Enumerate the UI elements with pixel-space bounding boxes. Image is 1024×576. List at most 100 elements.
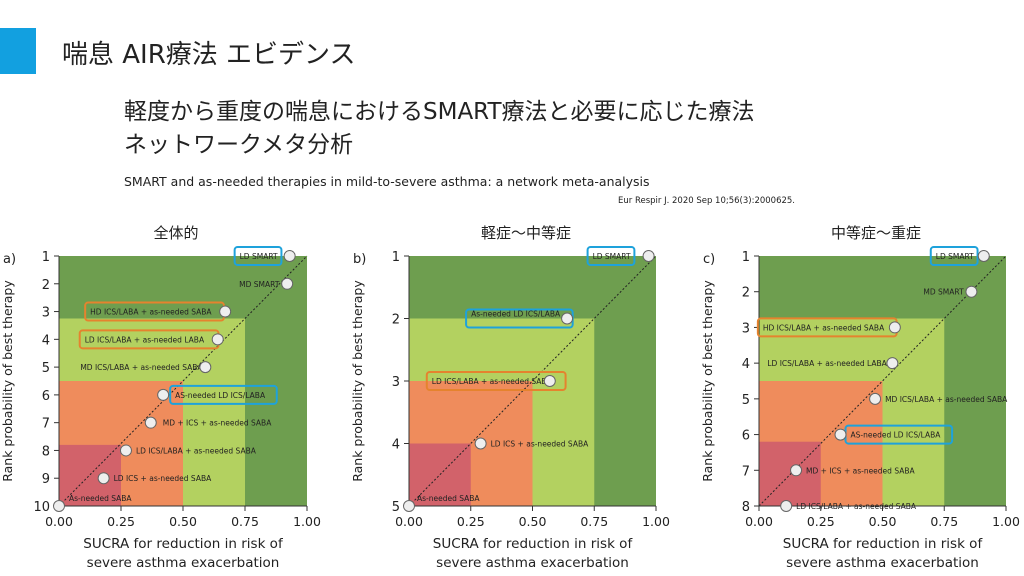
y-tick-label: 5 (392, 500, 400, 515)
x-axis-label-line-1: SUCRA for reduction in risk of (433, 536, 634, 552)
subtitle-line-2: ネットワークメタ分析 (124, 132, 354, 158)
data-point (834, 428, 847, 441)
data-point (977, 250, 990, 262)
x-axis-label-line-2: severe asthma exacerbation (786, 555, 979, 571)
data-point (219, 305, 232, 318)
data-point (965, 285, 978, 298)
highlight-box-blue (233, 246, 283, 266)
y-tick-label: 8 (742, 500, 750, 515)
data-point (543, 375, 556, 387)
data-point (474, 437, 487, 450)
y-tick-label: 6 (42, 389, 50, 404)
point-label: MD SMART (239, 280, 280, 289)
point-label: LD ICS/LABA + as-needed LABA (85, 335, 205, 344)
point-label: MD SMART (923, 288, 964, 297)
x-tick-label: 0.00 (745, 514, 773, 529)
point-label: LD SMART (240, 252, 278, 261)
point-label: LD SMART (936, 252, 974, 261)
x-tick-label: 0.50 (519, 514, 547, 529)
y-tick-label: 1 (392, 250, 400, 265)
y-tick-label: 4 (742, 357, 750, 372)
point-label: LD ICS/LABA + as-needed SABA (796, 502, 917, 511)
x-tick-label: 0.25 (807, 514, 835, 529)
point-label: As-needed SABA (417, 494, 480, 503)
data-point (144, 416, 157, 429)
highlight-box-blue (929, 246, 979, 266)
data-point (211, 333, 224, 346)
english-title: SMART and as-needed therapies in mild-to… (124, 174, 650, 189)
diagonal-reference-line (408, 255, 657, 507)
y-tick-label: 4 (42, 333, 50, 348)
chart-title: 全体的 (153, 224, 198, 242)
chart-title: 中等症〜重症 (831, 224, 921, 242)
point-label: LD ICS/LABA + as-needed LABA (767, 359, 887, 368)
y-tick-label: 7 (742, 464, 750, 479)
y-tick-label: 6 (742, 429, 750, 444)
y-tick-label: 5 (742, 393, 750, 408)
zone-red (59, 444, 121, 506)
y-tick-label: 3 (392, 375, 400, 390)
y-axis-label: Rank probability of best therapy (700, 280, 715, 482)
diagonal-reference-line (58, 255, 308, 507)
chart-title: 軽症〜中等症 (481, 224, 571, 242)
y-tick-label: 8 (42, 444, 50, 459)
y-tick-label: 1 (742, 250, 750, 265)
data-point (199, 361, 212, 374)
x-tick-label: 0.00 (395, 514, 423, 529)
x-tick-label: 1.00 (293, 514, 321, 529)
x-axis-label-line-1: SUCRA for reduction in risk of (783, 536, 984, 552)
point-label: HD ICS/LABA + as-needed SABA (763, 323, 885, 332)
x-axis-label-line-2: severe asthma exacerbation (436, 555, 629, 571)
x-tick-label: 0.25 (457, 514, 485, 529)
point-label: MD ICS/LABA + as-needed SABA (885, 395, 1008, 404)
point-label: LD ICS + as-needed SABA (491, 440, 589, 449)
x-tick-label: 0.00 (45, 514, 73, 529)
panel-label: a) (3, 252, 16, 267)
x-tick-label: 0.75 (231, 514, 259, 529)
panel-label: c) (703, 252, 715, 267)
data-point (53, 500, 65, 512)
point-label: AS-needed LD ICS/LABA (851, 431, 942, 440)
data-point (642, 250, 655, 262)
x-tick-label: 0.25 (107, 514, 135, 529)
x-tick-label: 1.00 (642, 514, 670, 529)
x-axis-label-line-1: SUCRA for reduction in risk of (83, 536, 284, 552)
x-tick-label: 0.50 (869, 514, 897, 529)
reference-citation: Eur Respir J. 2020 Sep 10;56(3):2000625. (618, 196, 796, 206)
point-label: LD ICS + as-needed SABA (114, 474, 212, 483)
data-point (869, 392, 882, 405)
page-title: 喘息 AIR療法 エビデンス (62, 40, 356, 70)
point-label: MD + ICS + as-needed SABA (163, 419, 272, 428)
data-point (790, 464, 803, 477)
y-tick-label: 3 (742, 321, 750, 336)
point-label: AS-needed LD ICS/LABA (175, 391, 266, 400)
data-point (403, 500, 415, 512)
point-label: MD + ICS + as-needed SABA (806, 466, 915, 475)
highlight-box-orange (425, 371, 567, 391)
data-point (886, 357, 899, 370)
data-point (157, 388, 170, 401)
title-accent-bar (0, 28, 36, 74)
data-point (119, 444, 132, 457)
point-label: LD ICS/LABA + as-needed SABA (432, 377, 553, 386)
x-tick-label: 1.00 (992, 514, 1020, 529)
y-tick-label: 4 (392, 438, 400, 453)
y-axis-label: Rank probability of best therapy (0, 280, 15, 482)
data-point (283, 250, 296, 262)
y-tick-label: 2 (742, 286, 750, 301)
y-tick-label: 7 (42, 417, 50, 432)
data-point (888, 321, 901, 334)
y-tick-label: 10 (33, 500, 50, 515)
point-label: MD ICS/LABA + as-needed SABA (80, 363, 203, 372)
data-point (561, 312, 574, 325)
point-label: LD SMART (593, 252, 631, 261)
x-tick-label: 0.75 (580, 514, 608, 529)
x-tick-label: 0.75 (930, 514, 958, 529)
y-tick-label: 3 (42, 306, 50, 321)
point-label: As-needed LD ICS/LABA (471, 310, 561, 319)
y-tick-label: 2 (42, 278, 50, 293)
y-tick-label: 1 (42, 250, 50, 265)
point-label: LD ICS/LABA + as-needed SABA (136, 446, 257, 455)
data-point (97, 472, 110, 485)
